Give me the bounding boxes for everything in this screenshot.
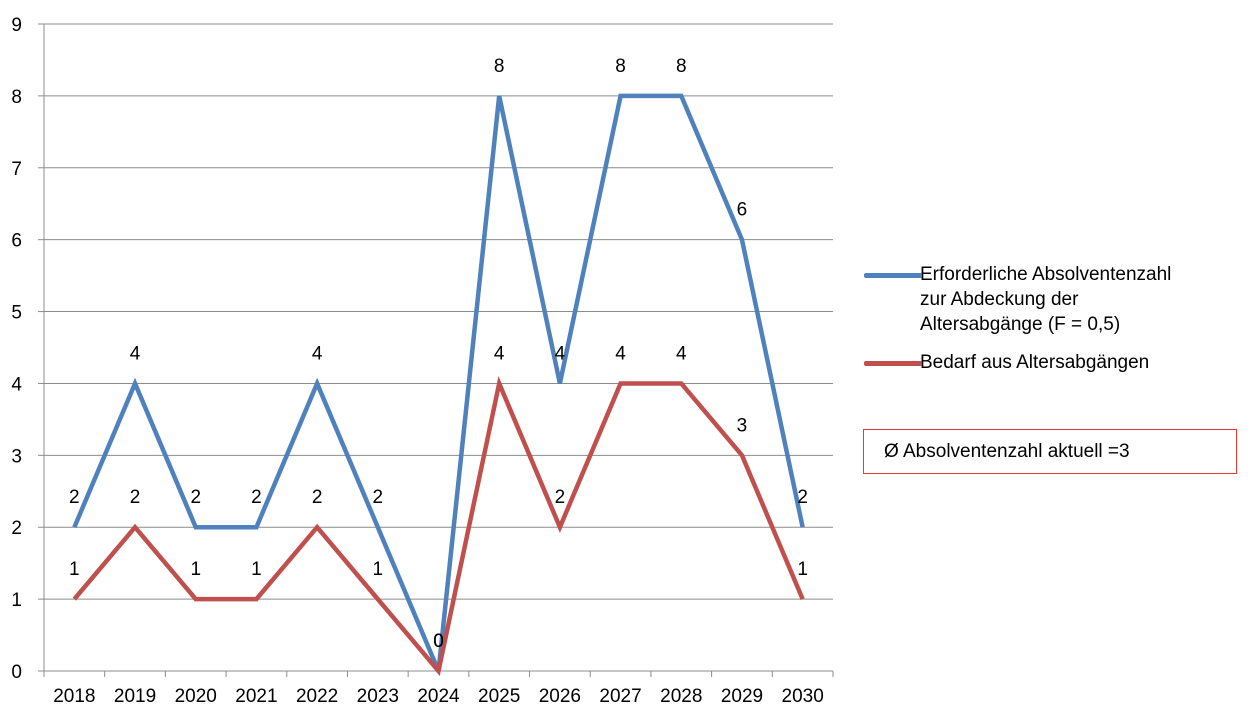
data-label-s1-2022: 4 — [312, 343, 323, 364]
y-tick-label-4: 4 — [11, 374, 22, 395]
legend-label-line-2: zur Abdeckung der — [920, 289, 1079, 310]
data-label-s1-2026: 4 — [555, 343, 566, 364]
data-label-s1-2024: 0 — [433, 631, 444, 652]
y-tick-label-6: 6 — [11, 231, 22, 252]
y-tick-label-9: 9 — [11, 15, 22, 36]
legend: Erforderliche Absolventenzahl zur Abdeck… — [856, 262, 1252, 375]
legend-swatch-red — [864, 361, 922, 366]
x-tick-label-2029: 2029 — [721, 686, 763, 707]
x-tick-label-2030: 2030 — [782, 686, 824, 707]
y-tick-label-2: 2 — [11, 518, 22, 539]
axes — [38, 23, 834, 677]
legend-label-line-1: Erforderliche Absolventenzahl — [920, 264, 1172, 285]
legend-swatch-blue — [864, 273, 922, 278]
data-label-s2-2028: 4 — [676, 343, 687, 364]
data-label-s2-2019: 2 — [130, 487, 141, 508]
y-tick-label-3: 3 — [11, 446, 22, 467]
data-label-s2-2018: 1 — [69, 559, 80, 580]
data-label-s1-2025: 8 — [494, 56, 505, 77]
data-label-s1-2027: 8 — [615, 56, 626, 77]
legend-label: Bedarf aus Altersabgängen — [920, 352, 1150, 373]
data-label-s1-2023: 2 — [373, 487, 384, 508]
data-label-s2-2021: 1 — [251, 559, 262, 580]
y-tick-label-0: 0 — [11, 662, 22, 683]
gridlines — [44, 23, 833, 600]
average-graduates-value: 3 — [1119, 440, 1130, 462]
x-tick-label-2024: 2024 — [417, 686, 460, 707]
data-label-s1-2020: 2 — [190, 487, 201, 508]
data-label-s2-2024: 0 — [433, 631, 444, 652]
data-label-s1-2021: 2 — [251, 487, 262, 508]
data-label-s1-2030: 2 — [797, 487, 808, 508]
legend-item-retirement-demand: Bedarf aus Altersabgängen — [856, 350, 1252, 375]
legend-label-line-3: Altersabgänge (F = 0,5) — [920, 314, 1121, 335]
data-label-s2-2026: 2 — [555, 487, 566, 508]
y-tick-label-7: 7 — [11, 159, 22, 180]
y-tick-label-1: 1 — [11, 590, 22, 611]
data-label-s2-2023: 1 — [373, 559, 384, 580]
x-tick-label-2023: 2023 — [357, 686, 399, 707]
series-line-2 — [72, 375, 805, 676]
x-tick-label-2021: 2021 — [235, 686, 277, 707]
data-label-s1-2029: 6 — [737, 200, 748, 221]
x-tick-label-2019: 2019 — [114, 686, 156, 707]
x-tick-label-2028: 2028 — [660, 686, 702, 707]
data-label-s2-2025: 4 — [494, 343, 505, 364]
legend-item-required-graduates: Erforderliche Absolventenzahl zur Abdeck… — [856, 262, 1252, 337]
data-label-s1-2018: 2 — [69, 487, 80, 508]
data-label-s2-2027: 4 — [615, 343, 626, 364]
x-tick-label-2022: 2022 — [296, 686, 338, 707]
data-label-s1-2028: 8 — [676, 56, 687, 77]
y-tick-label-5: 5 — [11, 303, 22, 324]
x-tick-label-2026: 2026 — [539, 686, 581, 707]
x-tick-label-2020: 2020 — [175, 686, 217, 707]
x-tick-label-2027: 2027 — [599, 686, 641, 707]
data-label-s2-2030: 1 — [797, 559, 808, 580]
series-lines — [72, 93, 805, 676]
y-tick-label-8: 8 — [11, 87, 22, 108]
data-label-s2-2029: 3 — [737, 415, 748, 436]
data-label-s2-2022: 2 — [312, 487, 323, 508]
x-tick-label-2025: 2025 — [478, 686, 520, 707]
average-graduates-label: Ø Absolventenzahl aktuell = — [884, 440, 1120, 462]
x-tick-label-2018: 2018 — [53, 686, 95, 707]
data-label-s2-2020: 1 — [190, 559, 201, 580]
data-label-s1-2019: 4 — [130, 343, 141, 364]
average-graduates-box: Ø Absolventenzahl aktuell = 3 — [863, 429, 1237, 474]
